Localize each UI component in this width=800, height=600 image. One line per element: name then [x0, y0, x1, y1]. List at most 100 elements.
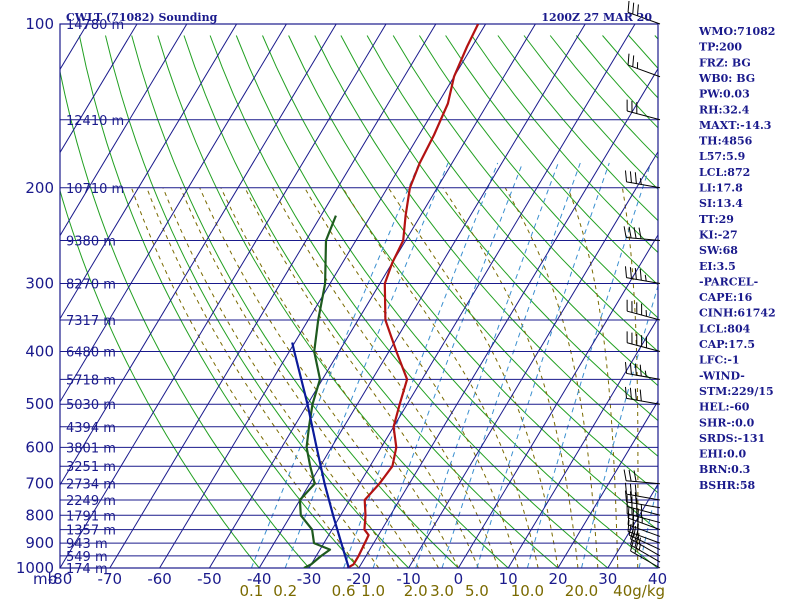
mixing-ratio-line [581, 284, 658, 568]
wind-barb-flag [623, 226, 627, 238]
pressure-tick-label: 200 [25, 179, 54, 197]
height-label: 6480 m [66, 346, 116, 361]
isotherm-lines [60, 24, 658, 568]
wind-barb-flag [636, 516, 639, 529]
dry-adiabat [366, 35, 658, 387]
temperature-tick-label: 0 [454, 570, 464, 588]
chart-time: 1200Z 27 MAR 20 [541, 11, 652, 24]
dry-adiabat-lines [60, 35, 658, 568]
dry-adiabat [288, 35, 658, 494]
wind-barb-flag [627, 513, 630, 525]
wind-barb-flag [624, 490, 628, 502]
wind-barb-half-flag [644, 370, 647, 377]
mixing-ratio-lines [250, 162, 658, 568]
wind-barb [624, 386, 661, 405]
isotherm-line [60, 24, 238, 320]
mixing-ratio-label: 10.0 [511, 582, 544, 600]
wind-barb-flag [629, 267, 632, 279]
wind-barb-staff [630, 550, 661, 569]
pressure-tick-label: 100 [25, 15, 54, 33]
mixing-ratio-line [441, 162, 581, 568]
mixing-ratio-line [415, 162, 559, 568]
wind-barb-flag [629, 387, 632, 400]
wind-barb-flag [639, 389, 642, 401]
wind-barb-half-flag [639, 178, 642, 185]
height-label: 9380 m [66, 235, 116, 250]
parcel-path [291, 342, 350, 568]
height-label: 174 m [66, 562, 108, 577]
wind-barb-staff [626, 277, 661, 285]
dry-adiabat [262, 35, 658, 531]
moist-adiabat [146, 187, 380, 568]
moist-adiabat [657, 537, 658, 568]
pressure-tick-label: 400 [25, 343, 54, 361]
wind-barb-flag [632, 508, 635, 520]
sounding-index: STM:229/15 [699, 385, 774, 398]
sounding-index: CAPE:16 [699, 291, 753, 304]
isotherm-line [408, 150, 658, 568]
isotherm-line [60, 24, 387, 568]
wind-barb-flag [636, 4, 639, 16]
wind-barb-half-flag [637, 533, 640, 540]
moist-adiabat [162, 187, 400, 568]
wind-barb-flag [634, 388, 637, 401]
temperature-tick-label: 40 [648, 570, 667, 588]
wind-barb [627, 0, 661, 25]
temperature-tick-label: -20 [347, 570, 372, 588]
height-label: 5718 m [66, 373, 116, 388]
wind-barb-staff [627, 524, 661, 537]
mixing-ratio-label: 0.1 [239, 582, 263, 600]
height-label: 1791 m [66, 509, 116, 524]
moist-adiabat [131, 187, 360, 568]
wind-barb-flag [636, 509, 639, 522]
wind-barb [624, 170, 661, 189]
mixing-ratio-label: 3.0 [430, 582, 454, 600]
isotherm-line [60, 24, 188, 237]
wind-barb-flag [623, 469, 627, 481]
wind-barb-staff [626, 480, 661, 485]
pressure-tick-label: 800 [25, 506, 54, 524]
height-label: 5030 m [66, 398, 116, 413]
pressure-unit-label: mb [33, 570, 57, 588]
wind-barb-flag [627, 506, 630, 519]
sounding-index: EI:3.5 [699, 260, 736, 273]
dry-adiabat [78, 35, 360, 568]
temperature-tick-label: -40 [247, 570, 272, 588]
wind-barb [626, 99, 661, 121]
wind-barb-staff [626, 501, 661, 509]
wind-barb-flag [628, 469, 632, 482]
wind-barb-flag [638, 227, 642, 239]
mixing-ratio-label: 2.0 [404, 582, 428, 600]
sounding-index: EHI:0.0 [699, 448, 746, 461]
sounding-index: RH:32.4 [699, 103, 750, 116]
isotherm-line [457, 233, 658, 568]
wind-barb-staff [626, 181, 661, 189]
wind-barb-flag [634, 267, 637, 280]
sounding-index: MAXT:-14.3 [699, 119, 771, 132]
temperature-tick-label: -30 [297, 570, 322, 588]
wind-barb-staff [627, 310, 661, 321]
dry-adiabat [60, 188, 260, 568]
height-label: 2249 m [66, 494, 116, 509]
sounding-index: FRZ: BG [699, 56, 751, 69]
isotherm-line [507, 317, 658, 568]
mixing-ratio-label: 0.6 [332, 582, 356, 600]
pressure-tick-label: 700 [25, 475, 54, 493]
sounding-index: TP:200 [699, 41, 742, 54]
sounding-index: SW:68 [699, 244, 738, 257]
height-label: 7317 m [66, 314, 116, 329]
chart-title: CWLT (71082) Sounding [66, 11, 218, 24]
wind-barb-staff [627, 11, 661, 25]
wind-barb [623, 226, 661, 241]
isotherm-line [557, 400, 658, 568]
plot-frame [59, 23, 659, 569]
sounding-index: -PARCEL- [699, 275, 758, 288]
wind-barb-staff [628, 534, 661, 551]
wind-barb-flag [627, 53, 630, 66]
wind-barb-flag [627, 0, 630, 13]
wind-barb-staff [627, 505, 661, 516]
wind-barb-flag [629, 491, 632, 503]
isobar-lines [59, 23, 659, 569]
mixing-ratio-labels: 0.1 0.2 0.6 1.0 2.0 3.0 5.0 10.0 20.0 40g/kg [239, 582, 665, 600]
wind-barb-staff [630, 538, 661, 557]
